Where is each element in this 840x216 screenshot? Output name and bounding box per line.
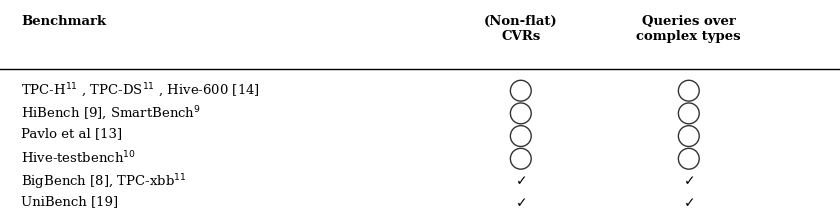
Text: Pavlo et al [13]: Pavlo et al [13]	[21, 127, 122, 140]
Text: $\checkmark$: $\checkmark$	[515, 195, 527, 210]
Text: BigBench [8], TPC-xbb$^{11}$: BigBench [8], TPC-xbb$^{11}$	[21, 173, 186, 192]
Text: UniBench [19]: UniBench [19]	[21, 195, 118, 208]
Text: $\checkmark$: $\checkmark$	[683, 195, 695, 210]
Text: Hive-testbench$^{10}$: Hive-testbench$^{10}$	[21, 150, 136, 167]
Text: HiBench [9], SmartBench$^{9}$: HiBench [9], SmartBench$^{9}$	[21, 105, 201, 123]
Text: (Non-flat)
CVRs: (Non-flat) CVRs	[484, 15, 558, 43]
Text: TPC-H$^{11}$ , TPC-DS$^{11}$ , Hive-600 [14]: TPC-H$^{11}$ , TPC-DS$^{11}$ , Hive-600 …	[21, 82, 260, 100]
Text: Benchmark: Benchmark	[21, 15, 106, 28]
Text: $\checkmark$: $\checkmark$	[683, 173, 695, 187]
Text: $\checkmark$: $\checkmark$	[515, 173, 527, 187]
Text: Queries over
complex types: Queries over complex types	[637, 15, 741, 43]
